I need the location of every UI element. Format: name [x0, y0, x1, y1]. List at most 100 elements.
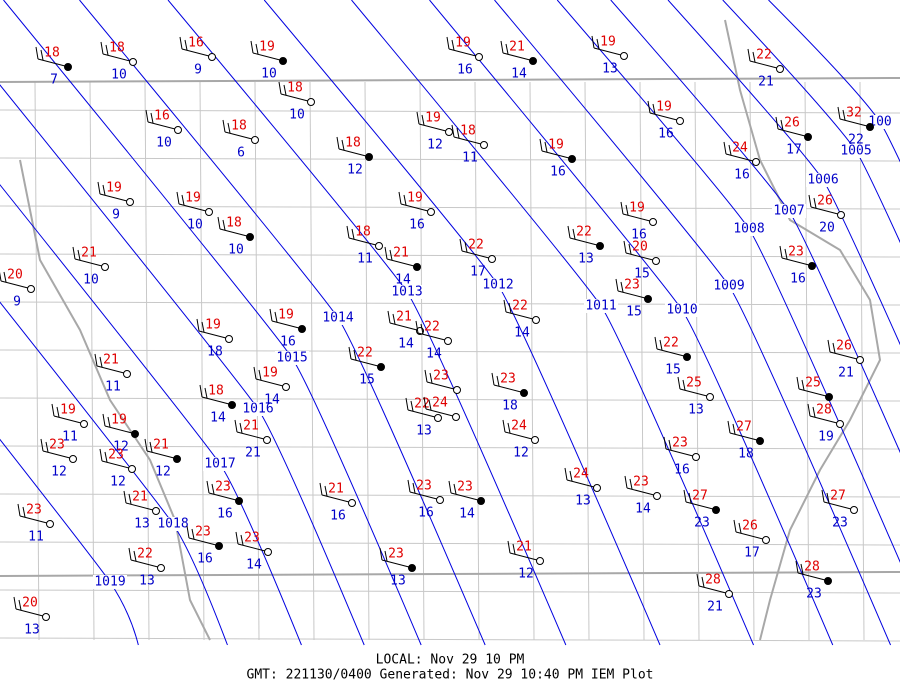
dewpoint: 15: [634, 267, 650, 282]
wind-shaft: [425, 408, 454, 417]
wind-shaft: [386, 258, 415, 267]
wind-barb: [389, 249, 393, 261]
wind-shaft: [797, 572, 826, 581]
county-line: [34, 81, 40, 641]
wind-barb: [104, 451, 108, 463]
wind-shaft: [541, 150, 570, 159]
temperature: 25: [805, 376, 821, 391]
wind-barb: [668, 439, 672, 451]
dewpoint: 10: [156, 136, 172, 151]
state-border: [19, 159, 211, 641]
wind-shaft: [502, 52, 531, 61]
isobar-label-bg: [584, 299, 618, 313]
county-line: [694, 81, 700, 641]
temperature: 16: [154, 109, 170, 124]
state-border: [724, 19, 882, 641]
wind-shaft: [280, 93, 309, 102]
wind-barb: [227, 122, 231, 134]
county-line: [254, 81, 260, 641]
station-circle: [126, 198, 134, 206]
wind-barb: [17, 503, 21, 517]
county-line: [0, 589, 900, 594]
dewpoint: 15: [626, 305, 642, 320]
dewpoint: 17: [786, 143, 802, 158]
wind-shaft: [729, 432, 758, 441]
dewpoint: 17: [744, 546, 760, 561]
station-circle: [434, 414, 442, 422]
wind-shaft: [685, 501, 714, 510]
temperature: 21: [509, 40, 525, 55]
wind-barb: [235, 531, 239, 545]
station-circle: [408, 564, 416, 572]
dewpoint: 16: [734, 168, 750, 183]
wind-shaft: [99, 193, 128, 202]
temperature: 24: [511, 419, 527, 434]
isobar-label: 1008: [733, 222, 764, 237]
wind-shaft: [0, 280, 29, 289]
isobar-label-bg: [93, 575, 127, 589]
dewpoint: 10: [187, 218, 203, 233]
wind-barb: [403, 194, 407, 206]
station-circle: [246, 233, 254, 241]
wind-barb: [453, 483, 457, 495]
isobar-label-bg: [321, 311, 355, 325]
wind-barb: [544, 141, 548, 153]
dewpoint: 16: [658, 127, 674, 142]
wind-barb: [420, 323, 424, 335]
temperature: 16: [188, 36, 204, 51]
county-line: [419, 81, 425, 641]
dewpoint: 21: [245, 446, 261, 461]
dewpoint: 13: [24, 623, 40, 638]
temperature: 23: [26, 503, 42, 518]
station-circle: [413, 263, 421, 271]
wind-barb: [255, 43, 259, 55]
temperature: 19: [60, 403, 76, 418]
station-circle: [762, 536, 770, 544]
wind-barb: [222, 119, 226, 133]
wind-barb: [812, 406, 816, 418]
wind-shaft: [147, 121, 176, 130]
temperature: 19: [106, 181, 122, 196]
wind-shaft: [42, 450, 71, 459]
wind-shaft: [125, 502, 154, 511]
wind-shaft: [626, 487, 655, 496]
dewpoint: 13: [575, 494, 591, 509]
station-circle: [475, 53, 483, 61]
wind-shaft: [566, 479, 595, 488]
wind-shaft: [509, 552, 538, 561]
wind-barb: [191, 528, 195, 540]
dewpoint: 23: [806, 587, 822, 602]
wind-barb: [842, 109, 846, 121]
wind-barb: [128, 547, 132, 561]
wind-barb: [591, 35, 595, 49]
wind-shaft: [593, 47, 622, 56]
wind-shaft: [656, 348, 685, 357]
temperature: 26: [742, 519, 758, 534]
temperature: 28: [705, 573, 721, 588]
dewpoint: 12: [347, 163, 363, 178]
wind-shaft: [823, 501, 852, 510]
dewpoint: 13: [688, 403, 704, 418]
dewpoint: 16: [457, 63, 473, 78]
isobar-label: 1013: [391, 285, 422, 300]
station-circle: [444, 337, 452, 345]
station-circle: [824, 577, 832, 585]
dewpoint: 16: [674, 463, 690, 478]
temperature: 21: [243, 419, 259, 434]
isobar-label: 100: [868, 115, 891, 130]
dewpoint: 10: [289, 108, 305, 123]
station-circle: [808, 262, 816, 270]
wind-barb: [250, 40, 254, 54]
station-circle: [157, 564, 165, 572]
wind-barb: [701, 576, 705, 588]
county-line: [0, 349, 900, 354]
wind-shaft: [569, 237, 598, 246]
wind-barb: [569, 470, 573, 482]
station-circle: [652, 257, 660, 265]
station-circle: [752, 158, 760, 166]
isobar-label: 1010: [666, 303, 697, 318]
wind-barb: [72, 246, 76, 260]
station-circle: [101, 263, 109, 271]
isobar: [0, 438, 139, 646]
temperature: 19: [629, 201, 645, 216]
